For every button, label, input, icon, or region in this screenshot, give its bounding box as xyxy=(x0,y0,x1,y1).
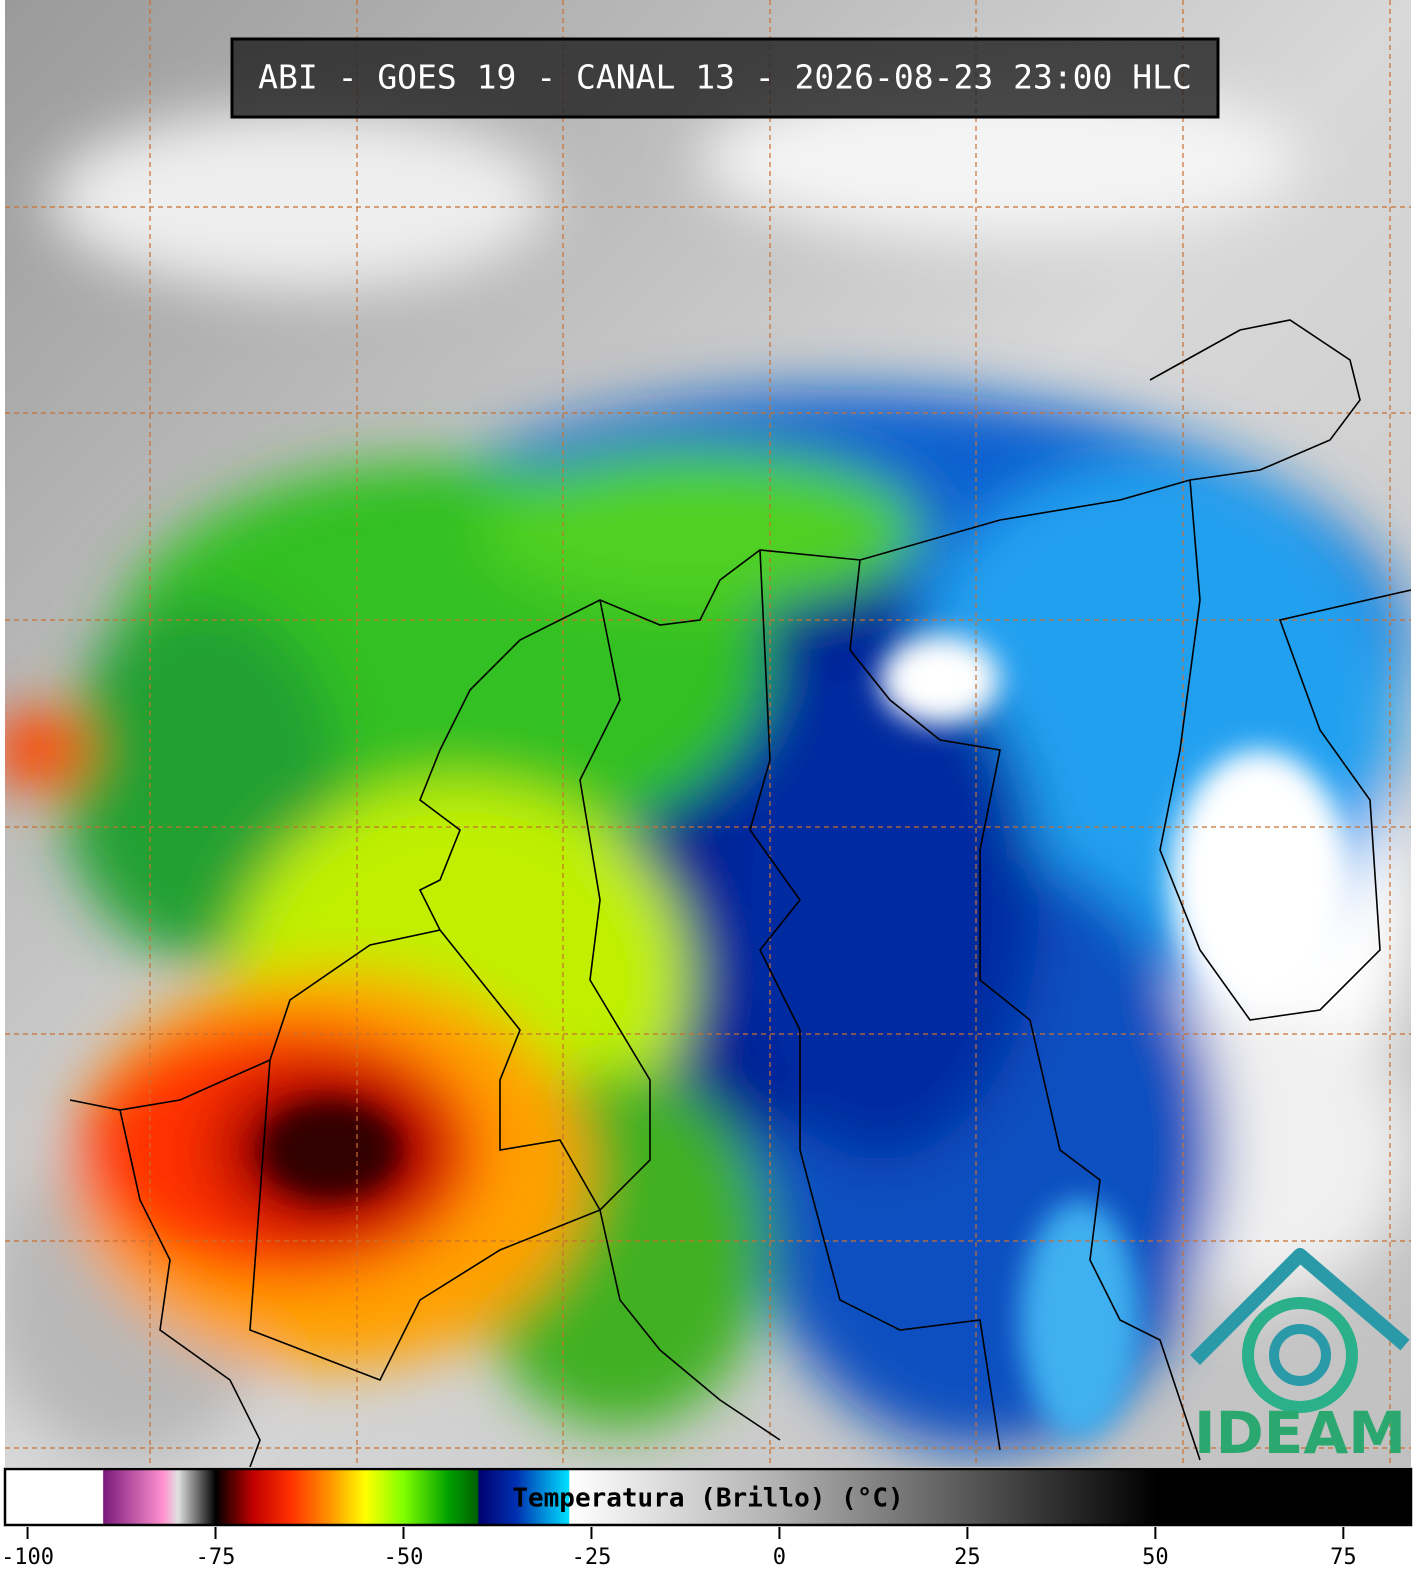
grid xyxy=(5,0,1411,1467)
satellite-image: ABI - GOES 19 - CANAL 13 - 2026-08-23 23… xyxy=(5,0,1411,1467)
colorbar-ticks: -100 -75 -50 -25 0 25 50 75 xyxy=(1,1527,1357,1570)
tick-label: 25 xyxy=(954,1545,981,1570)
borders xyxy=(69,319,1411,1467)
colorbar xyxy=(3,1467,1413,1527)
title-box xyxy=(230,37,1220,119)
tick-label: -50 xyxy=(384,1545,424,1570)
colorbar-label: Temperatura (Brillo) (°C) xyxy=(512,1484,903,1514)
tick-label: -75 xyxy=(196,1545,236,1570)
title: ABI - GOES 19 - CANAL 13 - 2026-08-23 23… xyxy=(258,58,1192,97)
tick-label: 0 xyxy=(773,1545,786,1570)
tick-label: -25 xyxy=(572,1545,612,1570)
tick-label: 50 xyxy=(1142,1545,1169,1570)
tick-label: -100 xyxy=(1,1545,54,1570)
tick-label: 75 xyxy=(1330,1545,1357,1570)
logo: IDEAM xyxy=(1190,1248,1410,1467)
logo-text: IDEAM xyxy=(1194,1399,1406,1467)
